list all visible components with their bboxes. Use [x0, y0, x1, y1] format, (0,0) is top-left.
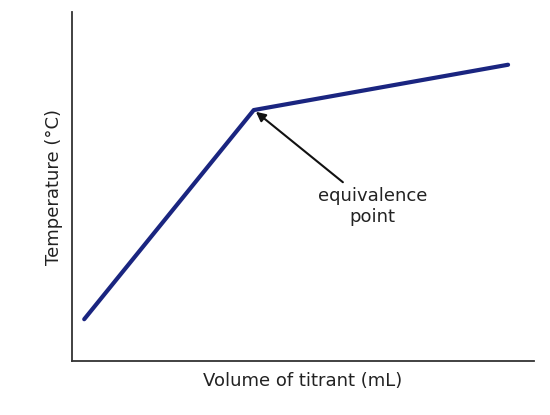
X-axis label: Volume of titrant (mL): Volume of titrant (mL) [203, 372, 402, 390]
Y-axis label: Temperature (°C): Temperature (°C) [45, 109, 63, 265]
Text: equivalence
point: equivalence point [258, 113, 427, 225]
